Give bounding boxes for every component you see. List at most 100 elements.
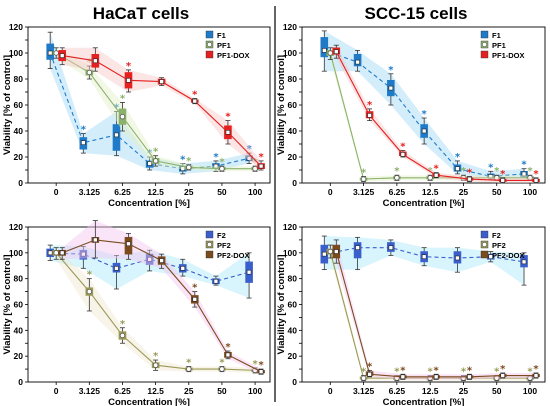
p1-x-tick-label: 0 bbox=[54, 187, 59, 197]
p3-data-point bbox=[81, 251, 86, 257]
p2-data-point bbox=[327, 50, 333, 56]
p3-series-2: **** * * bbox=[52, 247, 259, 374]
p2-significance-star: * bbox=[494, 166, 500, 177]
p2-data-point bbox=[321, 48, 327, 53]
p3-data-point bbox=[152, 362, 159, 368]
p1-data-point bbox=[86, 69, 93, 76]
p2-x-tick-label: 12.5 bbox=[422, 187, 439, 197]
p2-y-tick-label: 100 bbox=[283, 48, 297, 58]
p1-data-point bbox=[59, 53, 65, 58]
p4-data-point bbox=[327, 248, 333, 255]
p1-significance-star: * bbox=[225, 112, 231, 123]
p2-x-tick-label: 50 bbox=[492, 187, 502, 197]
p4-y-tick-label: 0 bbox=[292, 377, 297, 387]
p1-significance-star: * bbox=[180, 155, 186, 166]
p1-x-tick-label: 100 bbox=[248, 187, 262, 197]
p1-significance-star: * bbox=[213, 152, 219, 163]
p4-x-tick-label: 6.25 bbox=[389, 386, 406, 396]
p4-box bbox=[353, 242, 362, 259]
p4-data-point bbox=[521, 259, 527, 265]
p2-series-3: *** * * * bbox=[332, 44, 540, 184]
p1-data-point bbox=[159, 79, 164, 84]
p2-x-axis-label: Concentration [%] bbox=[383, 198, 465, 209]
p1-significance-star: * bbox=[153, 147, 159, 158]
p4-data-point bbox=[421, 254, 427, 260]
p2-y-axis-label: Viability [% of control] bbox=[276, 55, 287, 155]
p2-data-point bbox=[467, 176, 472, 182]
p1-data-point bbox=[219, 165, 225, 172]
p2-significance-star: * bbox=[394, 166, 400, 177]
p3-y-tick-label: 40 bbox=[14, 325, 24, 335]
p3-y-tick-label: 20 bbox=[14, 351, 24, 361]
p1-x-tick-label: 50 bbox=[217, 187, 227, 197]
p1-significance-star: * bbox=[114, 103, 120, 114]
p3-data-point bbox=[159, 258, 164, 263]
p1-data-point bbox=[186, 164, 192, 171]
p4-data-point bbox=[388, 245, 394, 250]
p3-y-tick-label: 100 bbox=[9, 248, 23, 258]
p2-data-point bbox=[388, 85, 394, 91]
p4-significance-star: * bbox=[394, 367, 400, 378]
p3-data-point bbox=[213, 278, 219, 284]
p2-legend-label: PF1-DOX bbox=[492, 51, 525, 60]
p4-significance-star: * bbox=[467, 365, 473, 376]
chart-panel-1: 0 20 40 60 80 100 120 0 3.125 6.25 12.5 25 50 100 Conc… bbox=[2, 22, 271, 209]
p3-significance-star: * bbox=[186, 358, 192, 369]
p4-significance-star: * bbox=[527, 367, 533, 378]
p3-data-point bbox=[258, 369, 264, 374]
p2-legend-marker bbox=[481, 41, 487, 47]
p1-y-tick-label: 60 bbox=[14, 100, 24, 110]
p2-x-tick-label: 6.25 bbox=[389, 187, 406, 197]
p3-legend-swatch bbox=[205, 230, 214, 239]
p2-data-point bbox=[433, 172, 439, 178]
p3-x-axis-label: Concentration [%] bbox=[108, 397, 190, 406]
p2-x-tick-label: 0 bbox=[328, 187, 333, 197]
p2-data-point bbox=[521, 171, 527, 177]
p1-data-point bbox=[126, 78, 131, 83]
p1-series-2: * * * * * * bbox=[52, 47, 259, 172]
p1-y-tick-label: 80 bbox=[14, 74, 24, 84]
p3-legend-label: PF2 bbox=[217, 241, 231, 250]
p3-data-point bbox=[186, 366, 192, 372]
p1-x-tick-label: 3.125 bbox=[79, 187, 101, 197]
p3-x-tick-label: 12.5 bbox=[147, 386, 164, 396]
p3-x-tick-label: 0 bbox=[54, 386, 59, 396]
p2-legend-swatch bbox=[480, 50, 489, 59]
p2-x-tick-label: 25 bbox=[459, 187, 469, 197]
p2-series-1: **** * bbox=[320, 30, 528, 180]
p1-x-tick-label: 12.5 bbox=[147, 187, 164, 197]
p3-data-point bbox=[114, 266, 119, 271]
p1-data-point bbox=[114, 132, 119, 138]
p3-significance-star: * bbox=[87, 270, 93, 281]
p2-significance-star: * bbox=[467, 168, 473, 179]
p1-y-tick-label: 0 bbox=[18, 178, 23, 188]
p3-significance-star: * bbox=[225, 342, 231, 353]
p2-data-point bbox=[400, 152, 406, 157]
p2-significance-star: * bbox=[527, 166, 533, 177]
p1-data-point bbox=[152, 158, 159, 164]
p2-box bbox=[320, 37, 329, 58]
p1-y-tick-label: 120 bbox=[9, 22, 23, 32]
p1-y-tick-label: 40 bbox=[14, 126, 24, 136]
p3-data-point bbox=[219, 366, 225, 372]
p1-data-point bbox=[192, 98, 198, 104]
p4-y-tick-label: 120 bbox=[283, 222, 297, 232]
p1-data-point bbox=[93, 58, 98, 64]
p4-data-point bbox=[355, 245, 360, 250]
p2-data-point bbox=[500, 178, 506, 183]
p1-x-tick-label: 6.25 bbox=[114, 187, 131, 197]
p4-x-tick-label: 50 bbox=[492, 386, 502, 396]
p3-x-tick-label: 100 bbox=[248, 386, 262, 396]
p2-significance-star: * bbox=[367, 100, 373, 111]
p3-legend-label: PF2-DOX bbox=[217, 251, 250, 260]
p3-y-tick-label: 80 bbox=[14, 274, 24, 284]
p4-y-tick-label: 100 bbox=[283, 248, 297, 258]
p4-significance-star: * bbox=[461, 367, 467, 378]
p1-significance-star: * bbox=[192, 90, 198, 101]
p4-data-point bbox=[433, 374, 439, 380]
p4-significance-star: * bbox=[494, 367, 500, 378]
p1-data-point bbox=[81, 140, 86, 145]
